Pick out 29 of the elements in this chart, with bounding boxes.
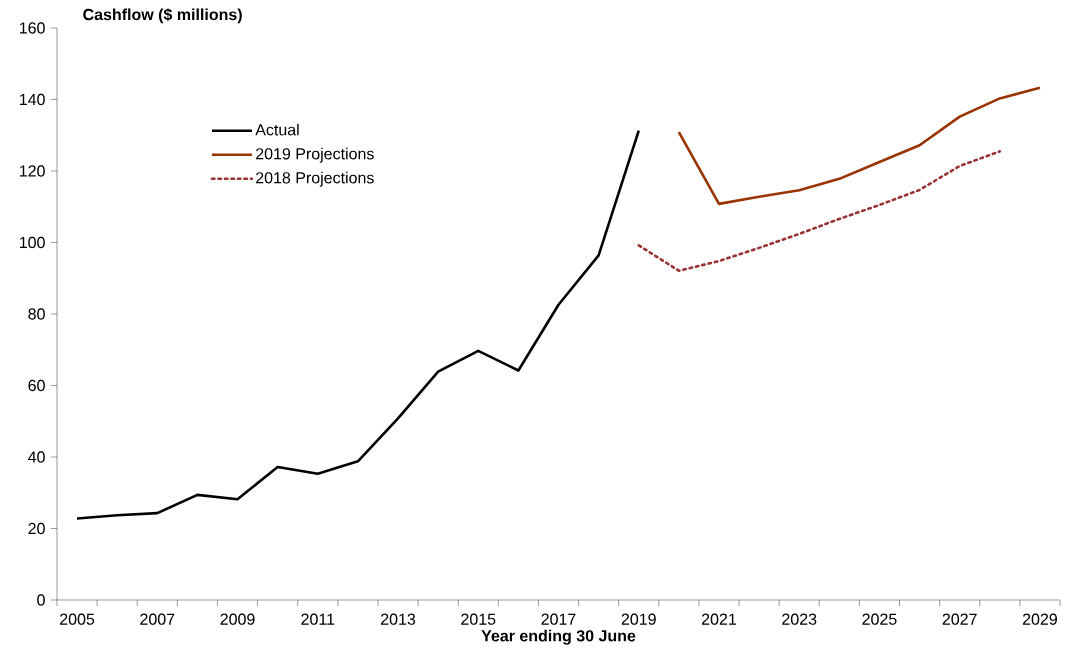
x-tick-label: 2029: [1022, 613, 1057, 625]
x-tick-label: 2017: [541, 613, 576, 625]
y-tick-label: 160: [20, 22, 45, 34]
legend-label: Actual: [255, 123, 299, 136]
legend-label: 2018 Projections: [256, 171, 374, 187]
x-tick-label: 2027: [942, 613, 977, 625]
x-tick-label: 2025: [862, 613, 897, 625]
y-axis-title: Cashflow ($ millions): [83, 8, 242, 24]
y-tick-label: 100: [20, 236, 45, 249]
x-tick-label: 2007: [140, 613, 175, 625]
x-tick-label: 2015: [461, 613, 496, 625]
line-series: [637, 150, 1002, 273]
x-tick-label: 2011: [301, 613, 335, 625]
x-tick-label: 2013: [381, 613, 416, 625]
x-tick-label: 2009: [220, 613, 255, 625]
x-tick-label: 2019: [621, 613, 656, 625]
x-tick-label: 2023: [782, 613, 817, 625]
y-tick-label: 0: [37, 594, 45, 606]
y-tick-label: 80: [28, 308, 45, 320]
y-tick-label: 120: [20, 165, 45, 177]
x-axis-title: Year ending 30 June: [481, 629, 636, 645]
y-tick-label: 40: [28, 451, 45, 463]
line-series: [677, 86, 1042, 206]
x-tick-label: 2021: [701, 613, 736, 625]
y-tick-label: 60: [28, 379, 45, 392]
y-tick-label: 20: [28, 522, 45, 535]
y-tick-label: 140: [20, 93, 45, 106]
legend-label: 2019 Projections: [256, 147, 374, 163]
x-tick-label: 2005: [60, 613, 95, 625]
